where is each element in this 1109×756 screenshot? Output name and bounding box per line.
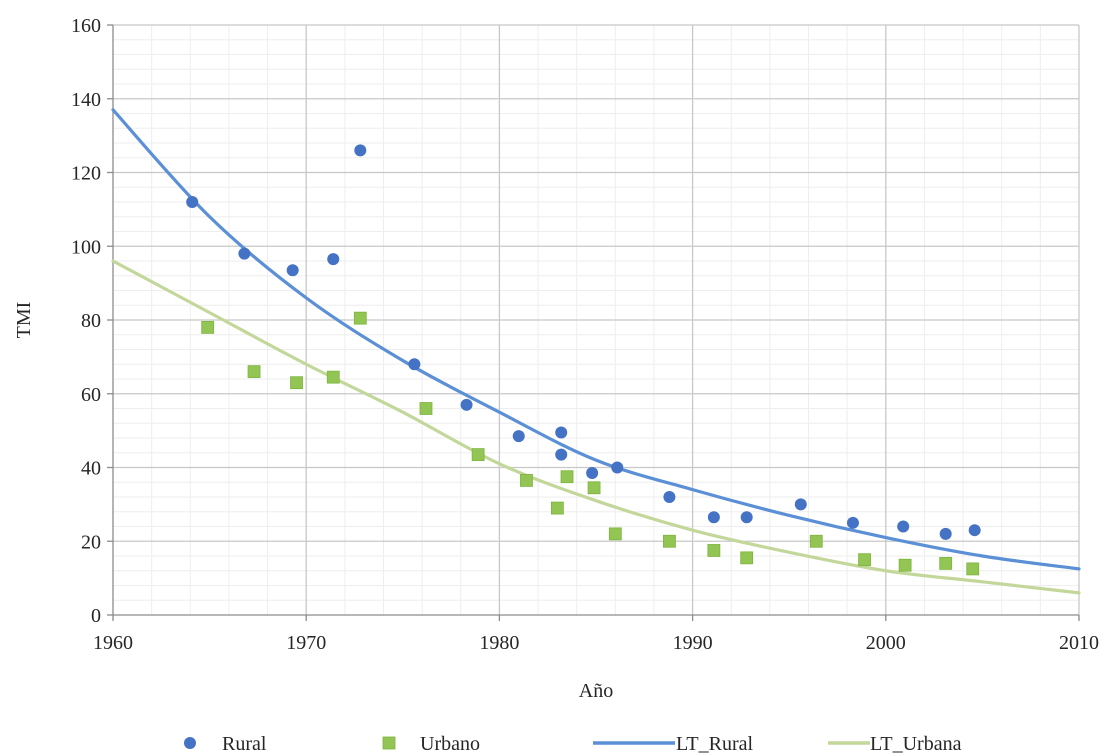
- point-rural: [555, 426, 568, 439]
- point-urbano: [608, 527, 622, 541]
- point-urbano: [353, 311, 367, 325]
- y-tick-label: 160: [71, 15, 101, 37]
- point-urbano: [419, 402, 433, 415]
- y-tick-label: 100: [71, 236, 101, 258]
- legend-symbol-rural: [184, 737, 196, 749]
- legend-label-lt-rural: LT_Rural: [676, 733, 753, 755]
- point-rural: [186, 196, 199, 208]
- point-rural: [939, 527, 952, 540]
- point-urbano: [520, 474, 533, 487]
- point-urbano: [966, 562, 980, 576]
- point-rural: [327, 253, 340, 266]
- point-urbano: [898, 558, 912, 572]
- y-tick-label: 40: [81, 458, 101, 480]
- y-tick-label: 0: [91, 605, 101, 627]
- y-tick-label: 140: [71, 89, 101, 111]
- point-urbano: [471, 448, 485, 461]
- point-urbano: [858, 553, 871, 567]
- point-rural: [586, 467, 599, 480]
- point-urbano: [707, 544, 721, 557]
- y-axis-title: TMI: [13, 302, 35, 339]
- point-rural: [460, 398, 473, 411]
- legend-label-rural: Rural: [222, 733, 267, 755]
- point-urbano: [560, 470, 574, 484]
- markers: [186, 144, 981, 576]
- y-tick-label: 20: [81, 531, 101, 553]
- point-rural: [794, 498, 807, 511]
- legend-symbol-urbano: [382, 736, 396, 750]
- point-rural: [707, 511, 720, 524]
- y-tick-label: 60: [81, 384, 101, 406]
- x-tick-label: 2000: [866, 632, 906, 654]
- trendline-lt-urbana: [111, 259, 1081, 595]
- point-rural: [286, 264, 299, 277]
- point-urbano: [326, 370, 340, 384]
- point-urbano: [247, 365, 261, 379]
- trend-lines: [111, 108, 1081, 595]
- point-urbano: [740, 551, 754, 565]
- point-urbano: [663, 534, 676, 548]
- x-tick-label: 2010: [1059, 632, 1099, 654]
- point-rural: [611, 461, 624, 474]
- x-tick-label: 1990: [673, 632, 713, 654]
- point-urbano: [809, 534, 823, 548]
- trendline-lt-rural: [111, 108, 1081, 571]
- point-rural: [663, 491, 676, 503]
- legend-label-lt-urbana: LT_Urbana: [870, 733, 962, 755]
- x-tick-label: 1960: [93, 632, 133, 654]
- axes: [107, 24, 1080, 621]
- point-urbano: [201, 320, 215, 334]
- major-grid: [113, 24, 1080, 615]
- point-urbano: [290, 376, 303, 390]
- point-rural: [555, 448, 568, 461]
- point-rural: [238, 247, 251, 260]
- point-urbano: [939, 556, 953, 570]
- point-rural: [408, 358, 421, 371]
- point-urbano: [587, 481, 601, 495]
- legend-label-urbano: Urbano: [420, 733, 480, 755]
- point-rural: [897, 520, 910, 533]
- point-rural: [846, 516, 859, 529]
- point-rural: [740, 511, 753, 524]
- y-tick-label: 120: [71, 163, 101, 185]
- x-tick-label: 1970: [286, 632, 326, 654]
- y-tick-label: 80: [81, 310, 101, 332]
- tick-labels: 1960 1970 1980 1990 2000 2010 0 20 40 60 80 100 120 1…: [71, 15, 1099, 654]
- point-rural: [512, 430, 525, 443]
- legend: Rural Urbano LT_Rural LT_Urbana: [184, 733, 962, 755]
- x-tick-label: 1980: [479, 632, 519, 654]
- point-rural: [354, 144, 367, 157]
- x-axis-title: Año: [579, 680, 613, 702]
- point-rural: [968, 524, 981, 537]
- point-urbano: [550, 501, 564, 515]
